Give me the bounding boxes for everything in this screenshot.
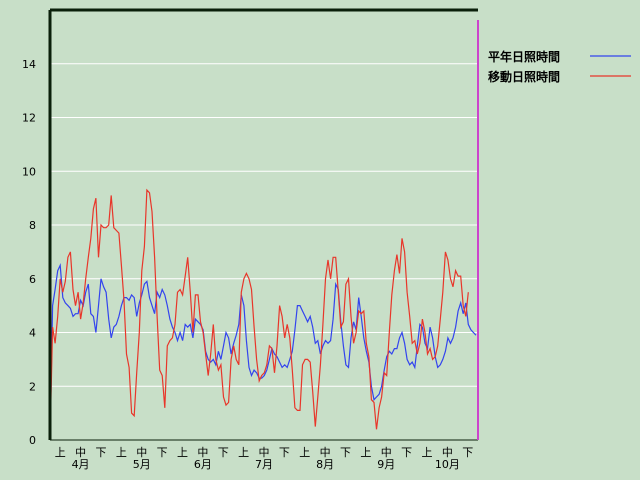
series-line-0 [49,262,477,441]
x-dekad-label: 中 [75,446,86,459]
y-tick-label: 14 [22,58,36,71]
x-dekad-label: 上 [116,446,127,459]
x-month-label: 10月 [435,458,460,471]
x-dekad-label: 上 [299,446,310,459]
x-dekad-label: 下 [340,446,351,459]
x-dekad-label: 上 [238,446,249,459]
x-dekad-label: 下 [95,446,106,459]
y-tick-label: 6 [29,273,36,286]
x-dekad-label: 中 [442,446,453,459]
grid-lines [50,63,478,387]
x-dekad-label: 下 [401,446,412,459]
x-axis-labels: 上中下上中下上中下上中下上中下上中下上中下4月 5月 6月 7月 8月 9月 10月 [55,446,474,471]
x-dekad-label: 中 [381,446,392,459]
x-dekad-label: 下 [279,446,290,459]
x-dekad-label: 下 [462,446,473,459]
x-month-label: 9月 [377,458,395,471]
x-dekad-label: 下 [157,446,168,459]
y-tick-label: 2 [29,380,36,393]
x-month-label: 4月 [72,458,90,471]
plot-frame [48,8,479,441]
x-dekad-label: 中 [320,446,331,459]
x-dekad-label: 中 [136,446,147,459]
legend-label-1: 移動日照時間 [488,70,561,84]
series-line-1 [49,188,469,441]
y-axis-ticks: 0 2 4 6 8 10 12 14 [22,58,36,447]
x-dekad-label: 下 [218,446,229,459]
x-dekad-label: 中 [197,446,208,459]
x-month-label: 5月 [133,458,151,471]
y-tick-label: 0 [29,434,36,447]
series-lines [49,188,477,441]
x-month-label: 6月 [194,458,212,471]
y-tick-label: 10 [22,165,36,178]
x-dekad-label: 上 [422,446,433,459]
x-dekad-label: 上 [177,446,188,459]
y-tick-label: 12 [22,112,36,125]
y-tick-label: 8 [29,219,36,232]
legend-label-0: 平年日照時間 [488,50,561,64]
x-dekad-label: 中 [259,446,270,459]
y-tick-label: 4 [29,327,36,340]
x-dekad-label: 上 [360,446,371,459]
x-dekad-label: 上 [55,446,66,459]
legend-item-0: 平年日照時間 [488,48,560,65]
legend-item-1: 移動日照時間 [488,68,560,85]
x-month-label: 8月 [316,458,334,471]
x-month-label: 7月 [255,458,273,471]
